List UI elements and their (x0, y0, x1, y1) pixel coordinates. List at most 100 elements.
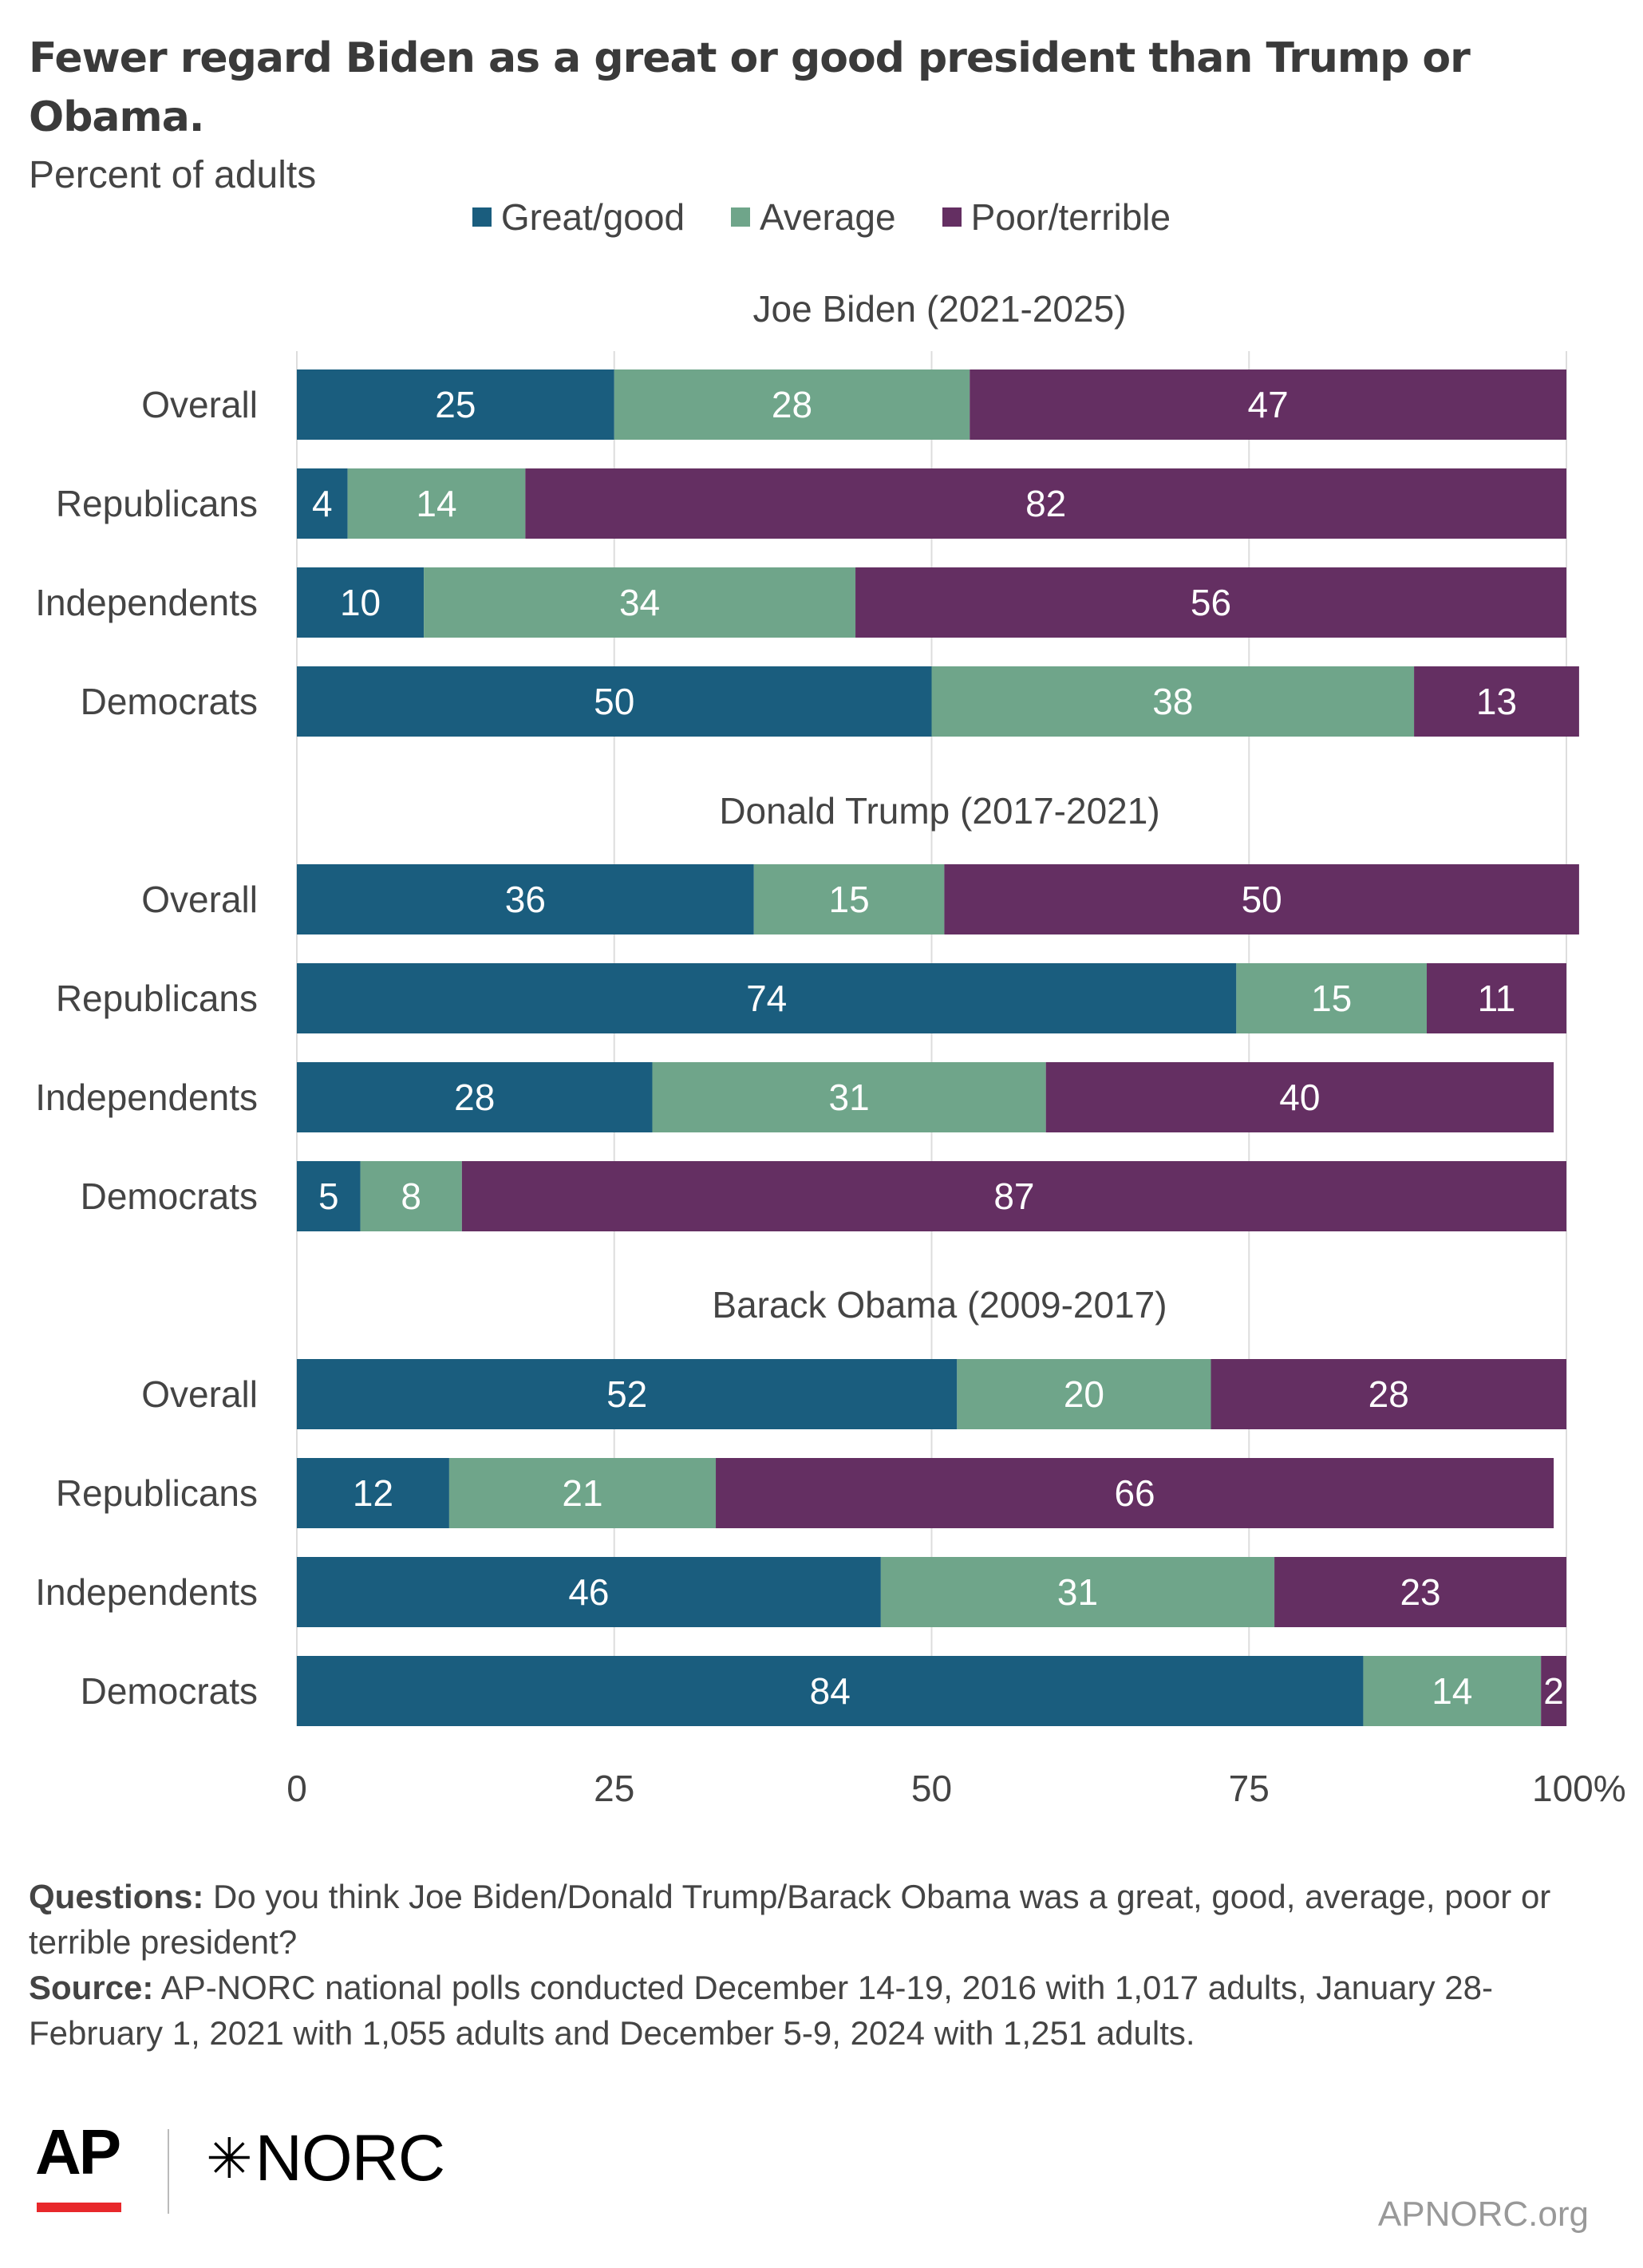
questions-label: Questions: (29, 1878, 204, 1915)
bar-0-republicans-average (347, 468, 526, 539)
data-label-1-independents-poor-terrible: 40 (1279, 1077, 1320, 1118)
bar-2-overall-average (957, 1359, 1211, 1429)
x-tick-label-1: 25 (594, 1768, 634, 1809)
category-label-republicans: Republicans (56, 1472, 258, 1514)
bar-1-republicans-poor-terrible (1426, 963, 1566, 1033)
data-label-2-republicans-poor-terrible: 66 (1114, 1472, 1155, 1514)
bar-1-democrats-average (360, 1161, 462, 1231)
bar-0-democrats-average (931, 666, 1415, 737)
bar-1-republicans-average (1236, 963, 1427, 1033)
bar-1-overall-poor-terrible (944, 864, 1579, 934)
group-title-0: Joe Biden (2021-2025) (753, 288, 1127, 330)
bar-2-republicans-average (448, 1458, 717, 1528)
data-label-1-democrats-great-good: 5 (318, 1175, 339, 1217)
data-label-0-independents-average: 34 (619, 582, 660, 623)
bar-2-independents-average (880, 1557, 1275, 1627)
legend-swatch-average (731, 207, 751, 227)
x-tick-label-0: 0 (286, 1768, 307, 1809)
site-link[interactable]: APNORC.org (1377, 2195, 1589, 2234)
bar-0-overall-great-good (297, 369, 614, 440)
bar-1-independents-great-good (297, 1062, 653, 1132)
bar-1-overall-great-good (297, 864, 754, 934)
legend-swatch-poor-terrible (942, 207, 962, 227)
bar-2-independents-poor-terrible (1274, 1557, 1566, 1627)
x-tick-label-2: 50 (911, 1768, 952, 1809)
x-tick-label-3: 75 (1229, 1768, 1270, 1809)
bar-2-overall-poor-terrible (1211, 1359, 1566, 1429)
data-label-0-republicans-great-good: 4 (312, 483, 333, 524)
data-label-0-democrats-great-good: 50 (594, 681, 634, 722)
data-label-1-republicans-average: 15 (1311, 978, 1352, 1019)
category-label-independents: Independents (35, 1571, 258, 1613)
legend-item-great-good: Great/good (472, 196, 685, 239)
category-label-overall: Overall (141, 1373, 258, 1415)
data-label-2-overall-average: 20 (1064, 1373, 1104, 1415)
bar-0-democrats-poor-terrible (1414, 666, 1579, 737)
category-label-democrats: Democrats (81, 681, 258, 722)
category-label-overall: Overall (141, 384, 258, 425)
category-label-democrats: Democrats (81, 1670, 258, 1712)
data-label-0-republicans-poor-terrible: 82 (1025, 483, 1066, 524)
data-label-1-independents-average: 31 (828, 1077, 869, 1118)
data-label-0-independents-great-good: 10 (340, 582, 381, 623)
data-label-2-republicans-great-good: 12 (353, 1472, 393, 1514)
legend-item-poor-terrible: Poor/terrible (942, 196, 1171, 239)
data-label-0-democrats-poor-terrible: 13 (1476, 681, 1517, 722)
bar-0-independents-great-good (297, 567, 425, 638)
bar-0-overall-poor-terrible (970, 369, 1566, 440)
group-title-2: Barack Obama (2009-2017) (712, 1284, 1167, 1326)
bar-2-democrats-poor-terrible (1541, 1656, 1566, 1726)
data-label-2-democrats-poor-terrible: 2 (1543, 1670, 1564, 1712)
bar-2-overall-great-good (297, 1359, 958, 1429)
category-label-independents: Independents (35, 1077, 258, 1118)
norc-logo-text: NORC (255, 2122, 445, 2195)
bar-1-republicans-great-good (297, 963, 1237, 1033)
data-label-1-overall-great-good: 36 (505, 879, 546, 920)
legend-label-great-good: Great/good (500, 196, 685, 238)
ap-logo-underline (37, 2203, 121, 2212)
bar-2-republicans-great-good (297, 1458, 449, 1528)
data-label-1-republicans-poor-terrible: 11 (1478, 978, 1516, 1019)
questions-note: Questions: Do you think Joe Biden/Donald… (29, 1874, 1617, 1965)
legend: Great/good Average Poor/terrible (0, 196, 1643, 239)
bar-2-democrats-average (1363, 1656, 1542, 1726)
data-label-0-overall-average: 28 (772, 384, 812, 425)
bar-0-independents-poor-terrible (855, 567, 1566, 638)
legend-label-average: Average (760, 196, 896, 238)
bar-0-overall-average (614, 369, 970, 440)
data-label-0-democrats-average: 38 (1152, 681, 1193, 722)
group-title-1: Donald Trump (2017-2021) (719, 790, 1159, 832)
bar-2-democrats-great-good (297, 1656, 1364, 1726)
data-label-1-overall-poor-terrible: 50 (1242, 879, 1282, 920)
bar-0-republicans-poor-terrible (525, 468, 1566, 539)
data-label-0-overall-great-good: 25 (435, 384, 476, 425)
norc-logo: ✳ NORC (206, 2122, 445, 2195)
data-label-2-republicans-average: 21 (562, 1472, 602, 1514)
bar-1-democrats-poor-terrible (461, 1161, 1566, 1231)
data-label-2-independents-average: 31 (1057, 1571, 1098, 1613)
bar-2-independents-great-good (297, 1557, 881, 1627)
data-label-1-democrats-average: 8 (401, 1175, 421, 1217)
bar-0-democrats-great-good (297, 666, 932, 737)
category-label-republicans: Republicans (56, 483, 258, 524)
bar-1-independents-average (652, 1062, 1046, 1132)
bar-1-independents-poor-terrible (1045, 1062, 1554, 1132)
data-label-1-independents-great-good: 28 (454, 1077, 495, 1118)
bar-0-independents-average (424, 567, 856, 638)
category-label-republicans: Republicans (56, 978, 258, 1019)
data-label-0-republicans-average: 14 (416, 483, 456, 524)
category-label-independents: Independents (35, 582, 258, 623)
data-label-0-independents-poor-terrible: 56 (1191, 582, 1231, 623)
bar-2-republicans-poor-terrible (716, 1458, 1554, 1528)
data-label-2-overall-great-good: 52 (606, 1373, 647, 1415)
legend-swatch-great-good (472, 207, 492, 227)
source-label: Source: (29, 1969, 154, 2006)
data-label-1-overall-average: 15 (828, 879, 869, 920)
legend-label-poor-terrible: Poor/terrible (970, 196, 1171, 238)
chart-title: Fewer regard Biden as a great or good pr… (29, 34, 1471, 141)
chart-subtitle: Percent of adults (29, 154, 317, 196)
category-label-democrats: Democrats (81, 1175, 258, 1217)
data-label-1-republicans-great-good: 74 (746, 978, 787, 1019)
data-label-2-independents-great-good: 46 (568, 1571, 609, 1613)
source-note: Source: AP-NORC national polls conducted… (29, 1965, 1617, 2056)
